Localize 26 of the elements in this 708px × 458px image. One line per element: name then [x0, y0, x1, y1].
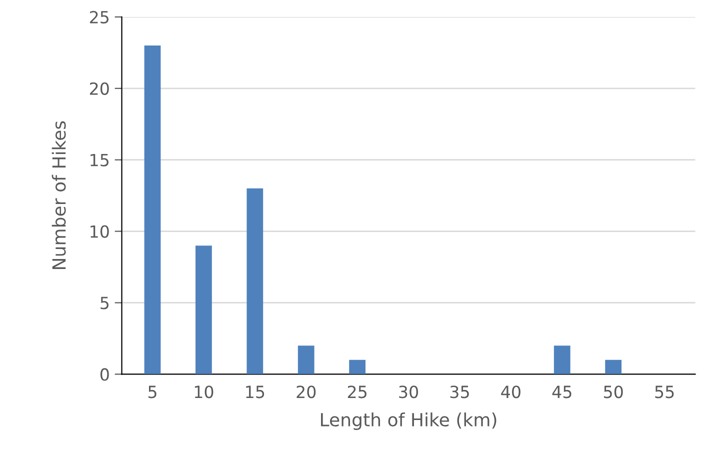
y-tick-label: 25 — [90, 10, 109, 24]
y-tick-label: 15 — [90, 154, 109, 166]
y-tick-label: 5 — [100, 296, 109, 310]
x-tick-label: 35 — [450, 386, 469, 398]
x-tick-label: 5 — [148, 386, 156, 398]
bar — [554, 346, 570, 374]
x-tick-label: 25 — [348, 386, 366, 398]
bar — [605, 360, 622, 374]
x-tick-label: 10 — [194, 386, 214, 398]
bar — [196, 246, 212, 374]
bar — [246, 188, 264, 374]
x-tick-label: 45 — [552, 386, 572, 398]
bar — [144, 46, 161, 374]
y-tick-label: 10 — [90, 225, 109, 238]
y-axis-title: Number of Hikes — [52, 121, 66, 269]
x-tick-label: 40 — [501, 386, 520, 398]
x-tick-label: 50 — [604, 386, 623, 398]
bar — [349, 360, 366, 374]
bar — [298, 346, 314, 374]
x-tick-label: 30 — [399, 386, 418, 398]
y-tick-label: 20 — [90, 82, 109, 95]
y-tick-label: 0 — [100, 368, 109, 381]
x-tick-label: 20 — [296, 386, 316, 398]
x-tick-label: 15 — [246, 386, 264, 398]
x-axis-title: Length of Hike (km) — [321, 412, 496, 430]
x-tick-label: 55 — [655, 386, 674, 398]
